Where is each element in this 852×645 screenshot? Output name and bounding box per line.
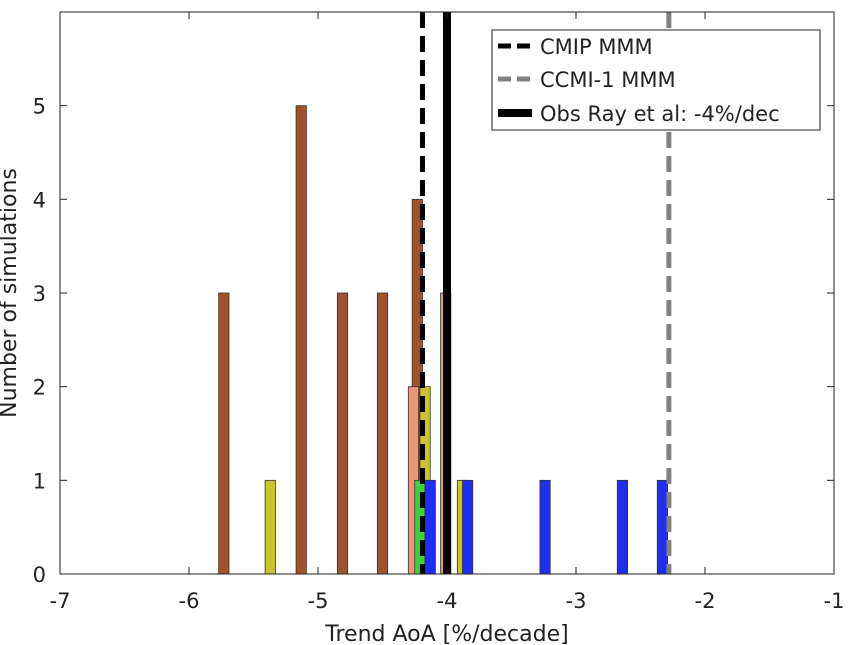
bar-11 [424,479,436,575]
legend-label-obs: Obs Ray et al: -4%/dec [540,102,780,126]
y-axis-label: Number of simulations [0,168,22,418]
legend: CMIP MMM CCMI-1 MMM Obs Ray et al: -4%/d… [491,29,821,131]
bar-2 [336,292,349,575]
bar-3 [376,292,389,575]
bar-14 [616,479,629,575]
y-tick-label-3: 3 [33,282,46,306]
reference-lines-layer [419,12,672,574]
legend-label-ccmi: CCMI-1 MMM [540,68,676,92]
x-tick-label-3: -4 [437,589,458,613]
y-tick-label-5: 5 [33,95,46,119]
x-tick-label-0: -7 [50,589,71,613]
x-tick-label-4: -3 [566,589,587,613]
y-tick-layer: 0 1 2 3 4 5 [33,95,834,587]
x-tick-label-6: -1 [824,589,845,613]
bar-12 [462,479,474,575]
x-tick-label-5: -2 [695,589,716,613]
y-tick-label-1: 1 [33,469,46,493]
y-tick-label-0: 0 [33,563,46,587]
bar-0 [218,292,230,575]
x-tick-label-2: -5 [308,589,329,613]
x-tick-label-1: -6 [179,589,200,613]
bar-1 [295,105,307,575]
x-axis-label: Trend AoA [%/decade] [324,622,568,645]
bar-7 [264,479,276,575]
bar-15 [656,479,668,575]
x-tick-layer: -7 -6 -5 -4 -3 -2 -1 [50,12,845,613]
legend-box [491,29,821,131]
bar-13 [539,479,551,575]
y-tick-label-4: 4 [33,188,46,212]
legend-label-cmip: CMIP MMM [540,35,653,59]
y-tick-label-2: 2 [33,376,46,400]
